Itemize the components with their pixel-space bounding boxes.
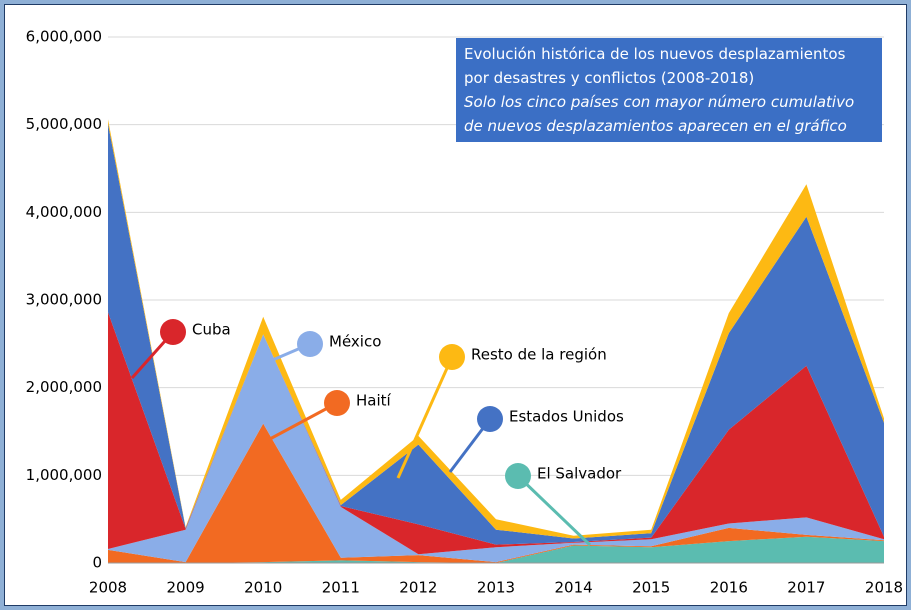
leader-line: [396, 356, 454, 479]
legend-marker: [297, 331, 323, 357]
legend-marker: [477, 406, 503, 432]
x-tick-label: 2008: [89, 579, 127, 597]
y-tick-label: 3,000,000: [26, 291, 102, 309]
y-tick-label: 0: [92, 554, 102, 572]
legend-marker: [324, 390, 350, 416]
y-tick-label: 4,000,000: [26, 203, 102, 221]
y-tick-label: 6,000,000: [26, 28, 102, 46]
x-tick-label: 2011: [322, 579, 360, 597]
x-tick-label: 2016: [710, 579, 748, 597]
area: [108, 536, 884, 563]
x-tick-label: 2017: [787, 579, 825, 597]
x-tick-label: 2018: [865, 579, 903, 597]
x-tick-label: 2013: [477, 579, 515, 597]
legend-label: Cuba: [192, 321, 231, 339]
area: [108, 334, 884, 563]
area: [108, 423, 884, 563]
y-tick-label: 2,000,000: [26, 378, 102, 396]
legend-label: Estados Unidos: [509, 408, 624, 426]
area: [108, 119, 884, 539]
legend-label: Haití: [356, 392, 392, 410]
area: [108, 312, 884, 555]
x-tick-label: 2012: [399, 579, 437, 597]
title-box: Evolución histórica de los nuevos despla…: [456, 38, 882, 142]
leader-line: [516, 474, 592, 547]
legend-marker: [505, 463, 531, 489]
legend-marker: [160, 319, 186, 345]
x-tick-label: 2015: [632, 579, 670, 597]
chart-title: Evolución histórica de los nuevos despla…: [464, 45, 846, 87]
area: [108, 123, 884, 545]
x-tick-label: 2010: [244, 579, 282, 597]
x-tick-label: 2014: [555, 579, 593, 597]
legend-label: El Salvador: [537, 465, 622, 483]
y-tick-label: 5,000,000: [26, 115, 102, 133]
leader-line: [267, 401, 338, 442]
chart-subtitle: Solo los cinco países con mayor número c…: [464, 93, 855, 135]
legend-label: Resto de la región: [471, 346, 607, 364]
legend-label: México: [329, 333, 381, 351]
y-tick-label: 1,000,000: [26, 466, 102, 484]
legend-marker: [439, 344, 465, 370]
x-tick-label: 2009: [167, 579, 205, 597]
